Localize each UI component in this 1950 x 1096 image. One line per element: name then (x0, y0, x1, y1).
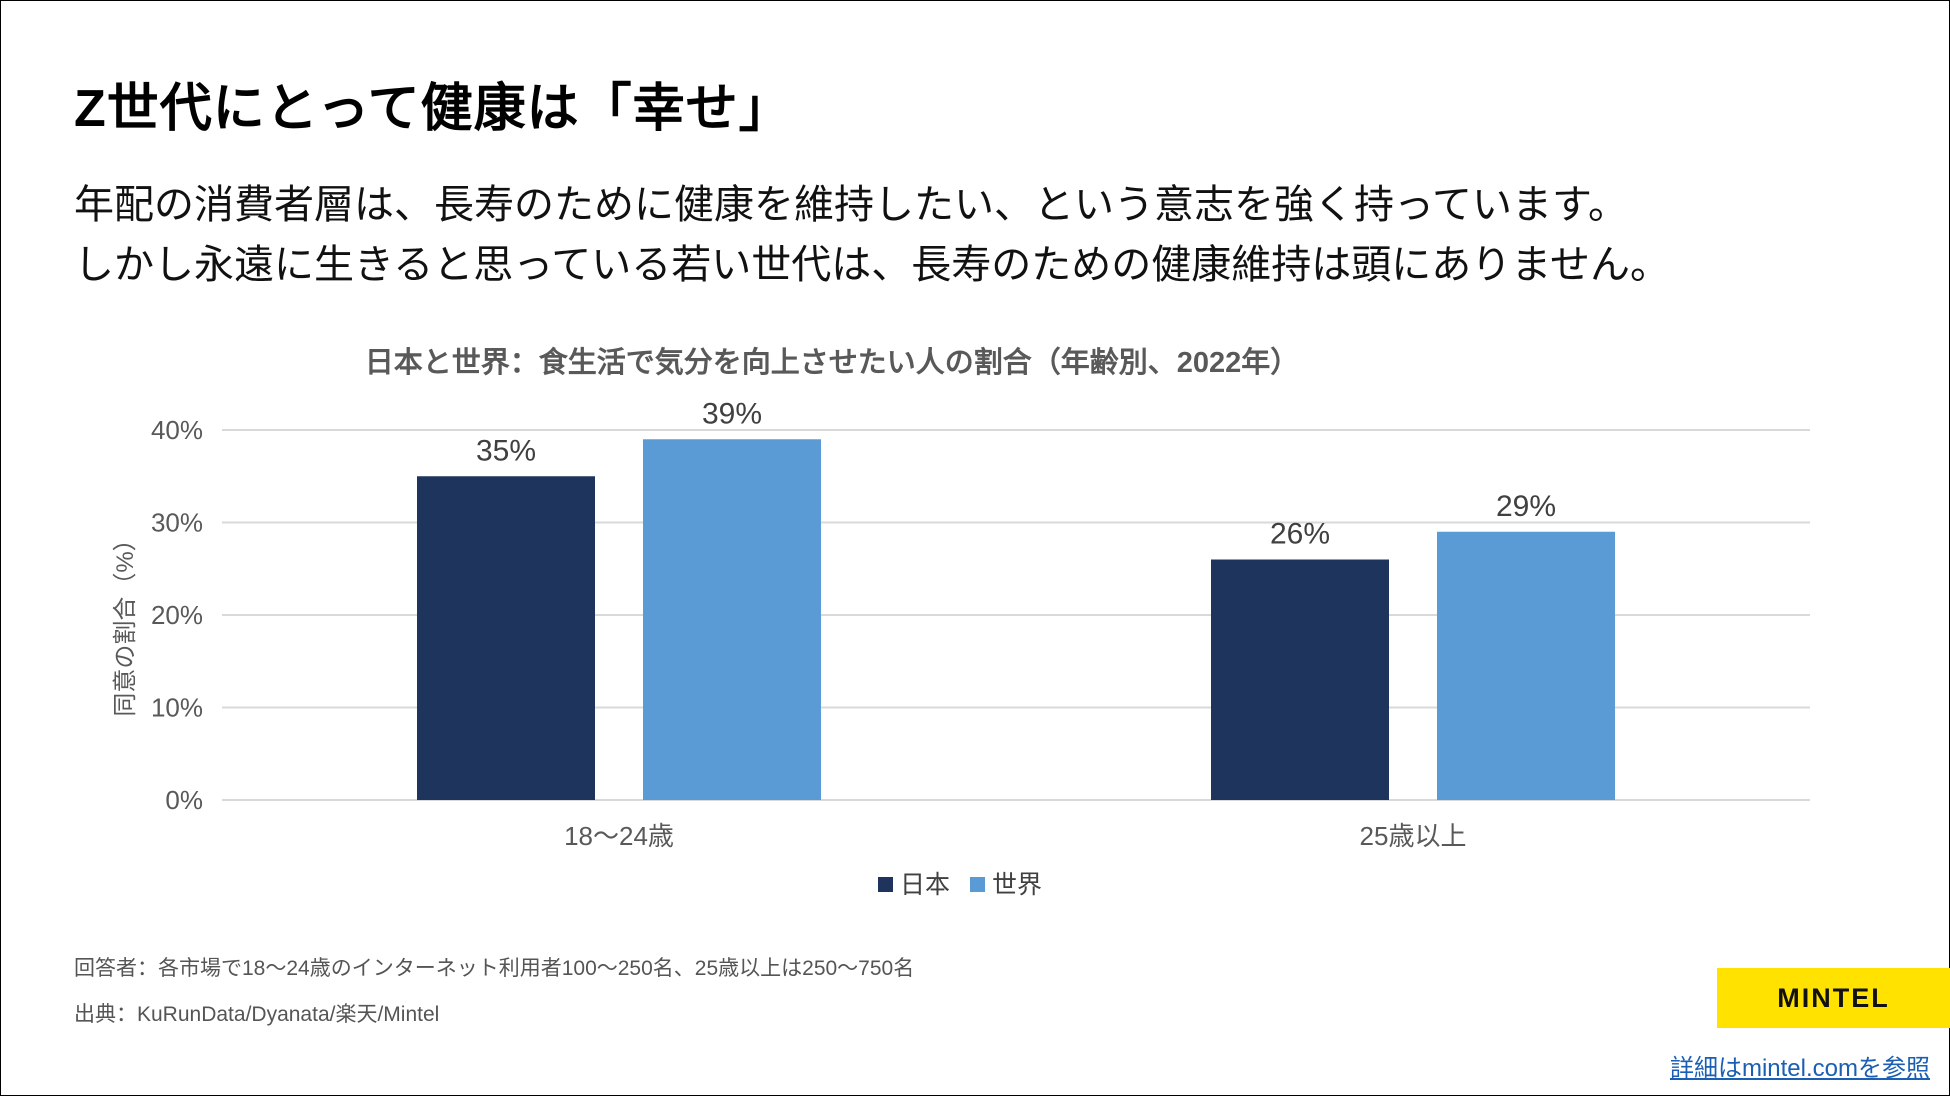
data-label: 39% (702, 397, 762, 430)
data-label: 35% (476, 434, 536, 467)
bar-chart: 日本と世界：食生活で気分を向上させたい人の割合（年齢別、2022年） 0% 10%… (112, 345, 1810, 899)
bar-japan-0 (417, 476, 595, 800)
y-axis-ticks: 0% 10% 20% 30% 40% (151, 415, 203, 815)
y-tick-label: 10% (151, 693, 203, 723)
x-tick-label: 25歳以上 (1360, 821, 1467, 851)
bar-world-1 (1437, 531, 1615, 800)
data-labels: 35% 39% 26% 29% (476, 397, 1556, 550)
y-tick-label: 20% (151, 600, 203, 630)
mintel-logo: MINTEL (1717, 968, 1950, 1028)
subtitle: 年配の消費者層は、長寿のために健康を維持したい、という意志を強く持っています。 … (74, 175, 1670, 295)
bar-world-0 (643, 439, 821, 800)
legend: 日本 世界 (878, 871, 1042, 899)
logo-text: MINTEL (1777, 982, 1890, 1013)
legend-label-japan: 日本 (900, 871, 950, 899)
page-title: Z世代にとって健康は「幸せ」 (74, 80, 792, 138)
y-tick-label: 0% (165, 785, 203, 815)
bars (417, 439, 1615, 800)
y-tick-label: 40% (151, 415, 203, 445)
subtitle-line-1: 年配の消費者層は、長寿のために健康を維持したい、という意志を強く持っています。 (74, 183, 1628, 227)
mintel-link[interactable]: 詳細はmintel.comを参照 (1669, 1055, 1930, 1082)
y-tick-label: 30% (151, 508, 203, 538)
footnote-source: 出典：KuRunData/Dyanata/楽天/Mintel (74, 1003, 440, 1026)
bar-japan-1 (1211, 559, 1389, 800)
subtitle-line-2: しかし永遠に生きると思っている若い世代は、長寿のための健康維持は頭にありません。 (74, 243, 1670, 287)
chart-title: 日本と世界：食生活で気分を向上させたい人の割合（年齢別、2022年） (365, 345, 1300, 379)
data-label: 29% (1496, 490, 1556, 523)
footnote-respondents: 回答者：各市場で18～24歳のインターネット利用者100～250名、25歳以上は… (74, 957, 915, 980)
x-tick-label: 18～24歳 (564, 821, 674, 851)
legend-label-world: 世界 (992, 871, 1042, 899)
x-axis-ticks: 18～24歳 25歳以上 (564, 821, 1466, 851)
legend-swatch-japan (878, 877, 893, 892)
data-label: 26% (1270, 518, 1330, 551)
y-axis-label: 同意の割合（%） (112, 527, 139, 716)
legend-swatch-world (970, 877, 985, 892)
